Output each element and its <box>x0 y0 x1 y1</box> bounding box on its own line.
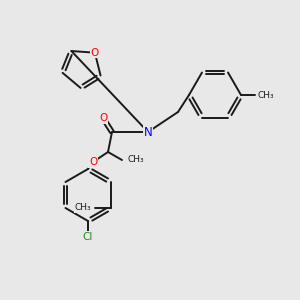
Text: CH₃: CH₃ <box>75 203 92 212</box>
Text: CH₃: CH₃ <box>128 155 145 164</box>
Text: N: N <box>144 125 152 139</box>
Text: O: O <box>91 48 99 58</box>
Text: CH₃: CH₃ <box>258 91 274 100</box>
Text: O: O <box>99 113 107 123</box>
Text: O: O <box>89 157 97 167</box>
Text: Cl: Cl <box>83 232 93 242</box>
